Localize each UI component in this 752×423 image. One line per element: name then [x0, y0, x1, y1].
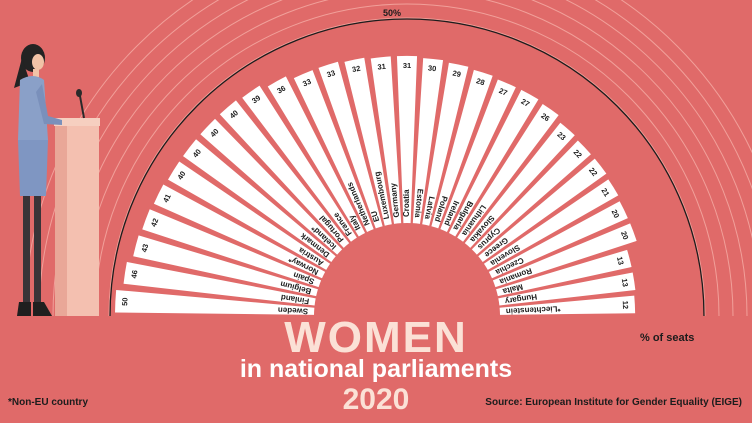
- chart-subtitle: in national parliaments: [239, 355, 513, 383]
- bar: [431, 69, 493, 229]
- bar: [133, 235, 318, 297]
- unit-label: % of seats: [640, 332, 695, 344]
- chart-year: 2020: [342, 383, 410, 416]
- podium-top: [54, 118, 100, 126]
- value-label: 27: [498, 86, 509, 98]
- bar: [318, 61, 383, 229]
- skirt: [18, 140, 48, 196]
- bar: [153, 184, 326, 279]
- bar: [219, 100, 350, 248]
- fifty-percent-label: 50%: [383, 8, 401, 18]
- background-ring: [108, 17, 706, 317]
- background-ring: [94, 3, 720, 317]
- bar: [123, 261, 316, 306]
- bar: [464, 122, 575, 248]
- value-label: 28: [475, 76, 486, 87]
- leg-right: [34, 196, 41, 302]
- footnote: *Non-EU country: [8, 397, 88, 408]
- category-label: Croatia: [402, 189, 411, 217]
- bar: [370, 56, 402, 224]
- bar: [142, 209, 322, 288]
- category-label: Sweden: [278, 305, 309, 316]
- bar: [167, 161, 331, 270]
- value-label: 13: [615, 256, 626, 266]
- category-label: Finland: [280, 293, 310, 306]
- value-label: 30: [428, 63, 437, 73]
- value-label: 36: [275, 84, 287, 96]
- value-label: 20: [619, 230, 630, 241]
- bar: [412, 58, 444, 224]
- bar: [488, 201, 628, 279]
- bar: [396, 55, 418, 224]
- value-label: 50: [120, 297, 129, 306]
- bar: [115, 289, 315, 315]
- bar: [471, 140, 591, 255]
- bar: [440, 79, 516, 233]
- bar: [267, 76, 366, 237]
- value-label: 13: [620, 278, 630, 288]
- value-label: 21: [599, 186, 611, 198]
- value-label: 39: [250, 93, 262, 105]
- value-label: 31: [377, 62, 386, 72]
- bar: [242, 85, 357, 242]
- bar: [499, 295, 636, 315]
- podium-shade: [55, 126, 67, 316]
- background-ring: [80, 0, 734, 317]
- neck: [33, 69, 39, 77]
- category-label: Estonia: [413, 188, 425, 218]
- category-label: EU: [369, 209, 381, 223]
- microphone-stand: [79, 95, 85, 119]
- microphone-icon: [76, 89, 82, 97]
- source-note: Source: European Institute for Gender Eq…: [485, 397, 742, 408]
- bar: [478, 158, 607, 262]
- value-label: 12: [621, 301, 630, 310]
- shoe-right: [33, 302, 52, 316]
- shoe-left: [17, 302, 31, 316]
- value-label: 20: [610, 208, 622, 219]
- bar: [293, 70, 374, 233]
- category-label: *Liechtenstein: [506, 304, 561, 316]
- bar: [496, 249, 632, 297]
- value-label: 32: [351, 64, 361, 74]
- bar: [492, 223, 637, 288]
- background-ring: [66, 0, 748, 317]
- arm: [36, 84, 62, 125]
- bar: [448, 89, 539, 237]
- value-label: 26: [539, 111, 551, 123]
- speaker-illustration: [14, 44, 100, 316]
- bar: [457, 104, 559, 242]
- fifty-percent-arc: [109, 18, 705, 317]
- value-label: 42: [149, 217, 160, 228]
- bars-group: [115, 55, 637, 315]
- leg-left: [23, 196, 30, 302]
- value-label: 40: [175, 170, 187, 182]
- bar: [344, 57, 392, 226]
- category-label: Germany: [389, 182, 402, 218]
- face: [32, 54, 44, 70]
- value-label: 29: [452, 69, 462, 79]
- bar: [200, 118, 343, 255]
- value-label: 31: [403, 61, 411, 70]
- value-label: 43: [139, 243, 150, 253]
- value-label: 27: [520, 97, 532, 109]
- value-label: 33: [326, 68, 337, 79]
- value-label: 46: [129, 269, 139, 279]
- value-label: 41: [161, 193, 173, 204]
- bar: [183, 139, 336, 262]
- chart-title: WOMEN: [284, 313, 468, 362]
- bar: [422, 62, 469, 226]
- value-label: 33: [301, 77, 312, 89]
- bar: [483, 179, 619, 270]
- bar: [498, 272, 636, 306]
